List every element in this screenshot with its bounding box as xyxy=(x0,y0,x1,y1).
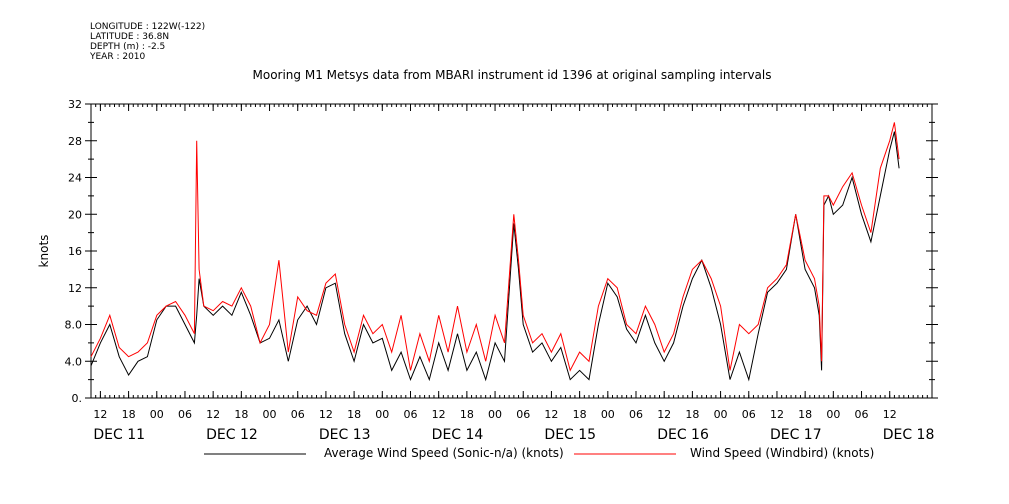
x-tick-label: 12 xyxy=(432,408,446,421)
meta-latitude: LATITUDE : 36.8N xyxy=(90,32,170,42)
x-tick-label: 00 xyxy=(714,408,728,421)
y-axis-label: knots xyxy=(37,235,51,268)
x-tick-label: 12 xyxy=(544,408,558,421)
x-tick-label: 00 xyxy=(826,408,840,421)
x-day-label: DEC 13 xyxy=(319,427,371,443)
x-day-label: DEC 16 xyxy=(657,427,709,443)
x-day-label: DEC 15 xyxy=(544,427,596,443)
y-tick-label: 0. xyxy=(72,392,83,405)
x-tick-label: 12 xyxy=(319,408,333,421)
x-tick-label: 18 xyxy=(460,408,474,421)
meta-depth: DEPTH (m) : -2.5 xyxy=(90,42,166,52)
x-tick-label: 18 xyxy=(122,408,136,421)
y-tick-label: 24 xyxy=(68,172,82,185)
y-tick-label: 4.0 xyxy=(65,355,83,368)
y-tick-label: 28 xyxy=(68,135,82,148)
x-tick-label: 12 xyxy=(206,408,220,421)
x-tick-label: 06 xyxy=(855,408,869,421)
series-line-sonic xyxy=(90,131,900,382)
x-tick-label: 06 xyxy=(629,408,643,421)
series-line-windbird xyxy=(90,122,900,372)
x-tick-label: 12 xyxy=(770,408,784,421)
x-tick-label: 06 xyxy=(291,408,305,421)
x-day-label: DEC 12 xyxy=(206,427,258,443)
y-tick-label: 8.0 xyxy=(65,319,83,332)
x-tick-label: 00 xyxy=(263,408,277,421)
meta-longitude: LONGITUDE : 122W(-122) xyxy=(90,22,206,32)
y-tick-label: 16 xyxy=(68,245,82,258)
x-tick-label: 06 xyxy=(742,408,756,421)
x-tick-label: 00 xyxy=(488,408,502,421)
x-tick-label: 18 xyxy=(685,408,699,421)
x-tick-label: 18 xyxy=(573,408,587,421)
x-tick-label: 18 xyxy=(798,408,812,421)
x-tick-label: 18 xyxy=(234,408,248,421)
x-tick-label: 06 xyxy=(516,408,530,421)
meta-year: YEAR : 2010 xyxy=(90,52,146,62)
x-tick-label: 00 xyxy=(375,408,389,421)
x-tick-label: 06 xyxy=(403,408,417,421)
x-tick-label: 12 xyxy=(883,408,897,421)
x-tick-label: 12 xyxy=(93,408,107,421)
chart-title: Mooring M1 Metsys data from MBARI instru… xyxy=(252,68,772,82)
x-day-label: DEC 11 xyxy=(93,427,145,443)
x-day-label: DEC 17 xyxy=(770,427,822,443)
x-tick-label: 00 xyxy=(150,408,164,421)
x-day-label: DEC 14 xyxy=(432,427,484,443)
x-tick-label: 12 xyxy=(657,408,671,421)
y-tick-label: 20 xyxy=(68,208,82,221)
x-tick-label: 00 xyxy=(601,408,615,421)
legend-label-sonic: Average Wind Speed (Sonic-n/a) (knots) xyxy=(324,446,564,460)
legend-label-windbird: Wind Speed (Windbird) (knots) xyxy=(690,446,875,460)
y-tick-label: 32 xyxy=(68,98,82,111)
y-tick-label: 12 xyxy=(68,282,82,295)
x-tick-label: 18 xyxy=(347,408,361,421)
x-tick-label: 06 xyxy=(178,408,192,421)
x-day-label: DEC 18 xyxy=(883,427,935,443)
